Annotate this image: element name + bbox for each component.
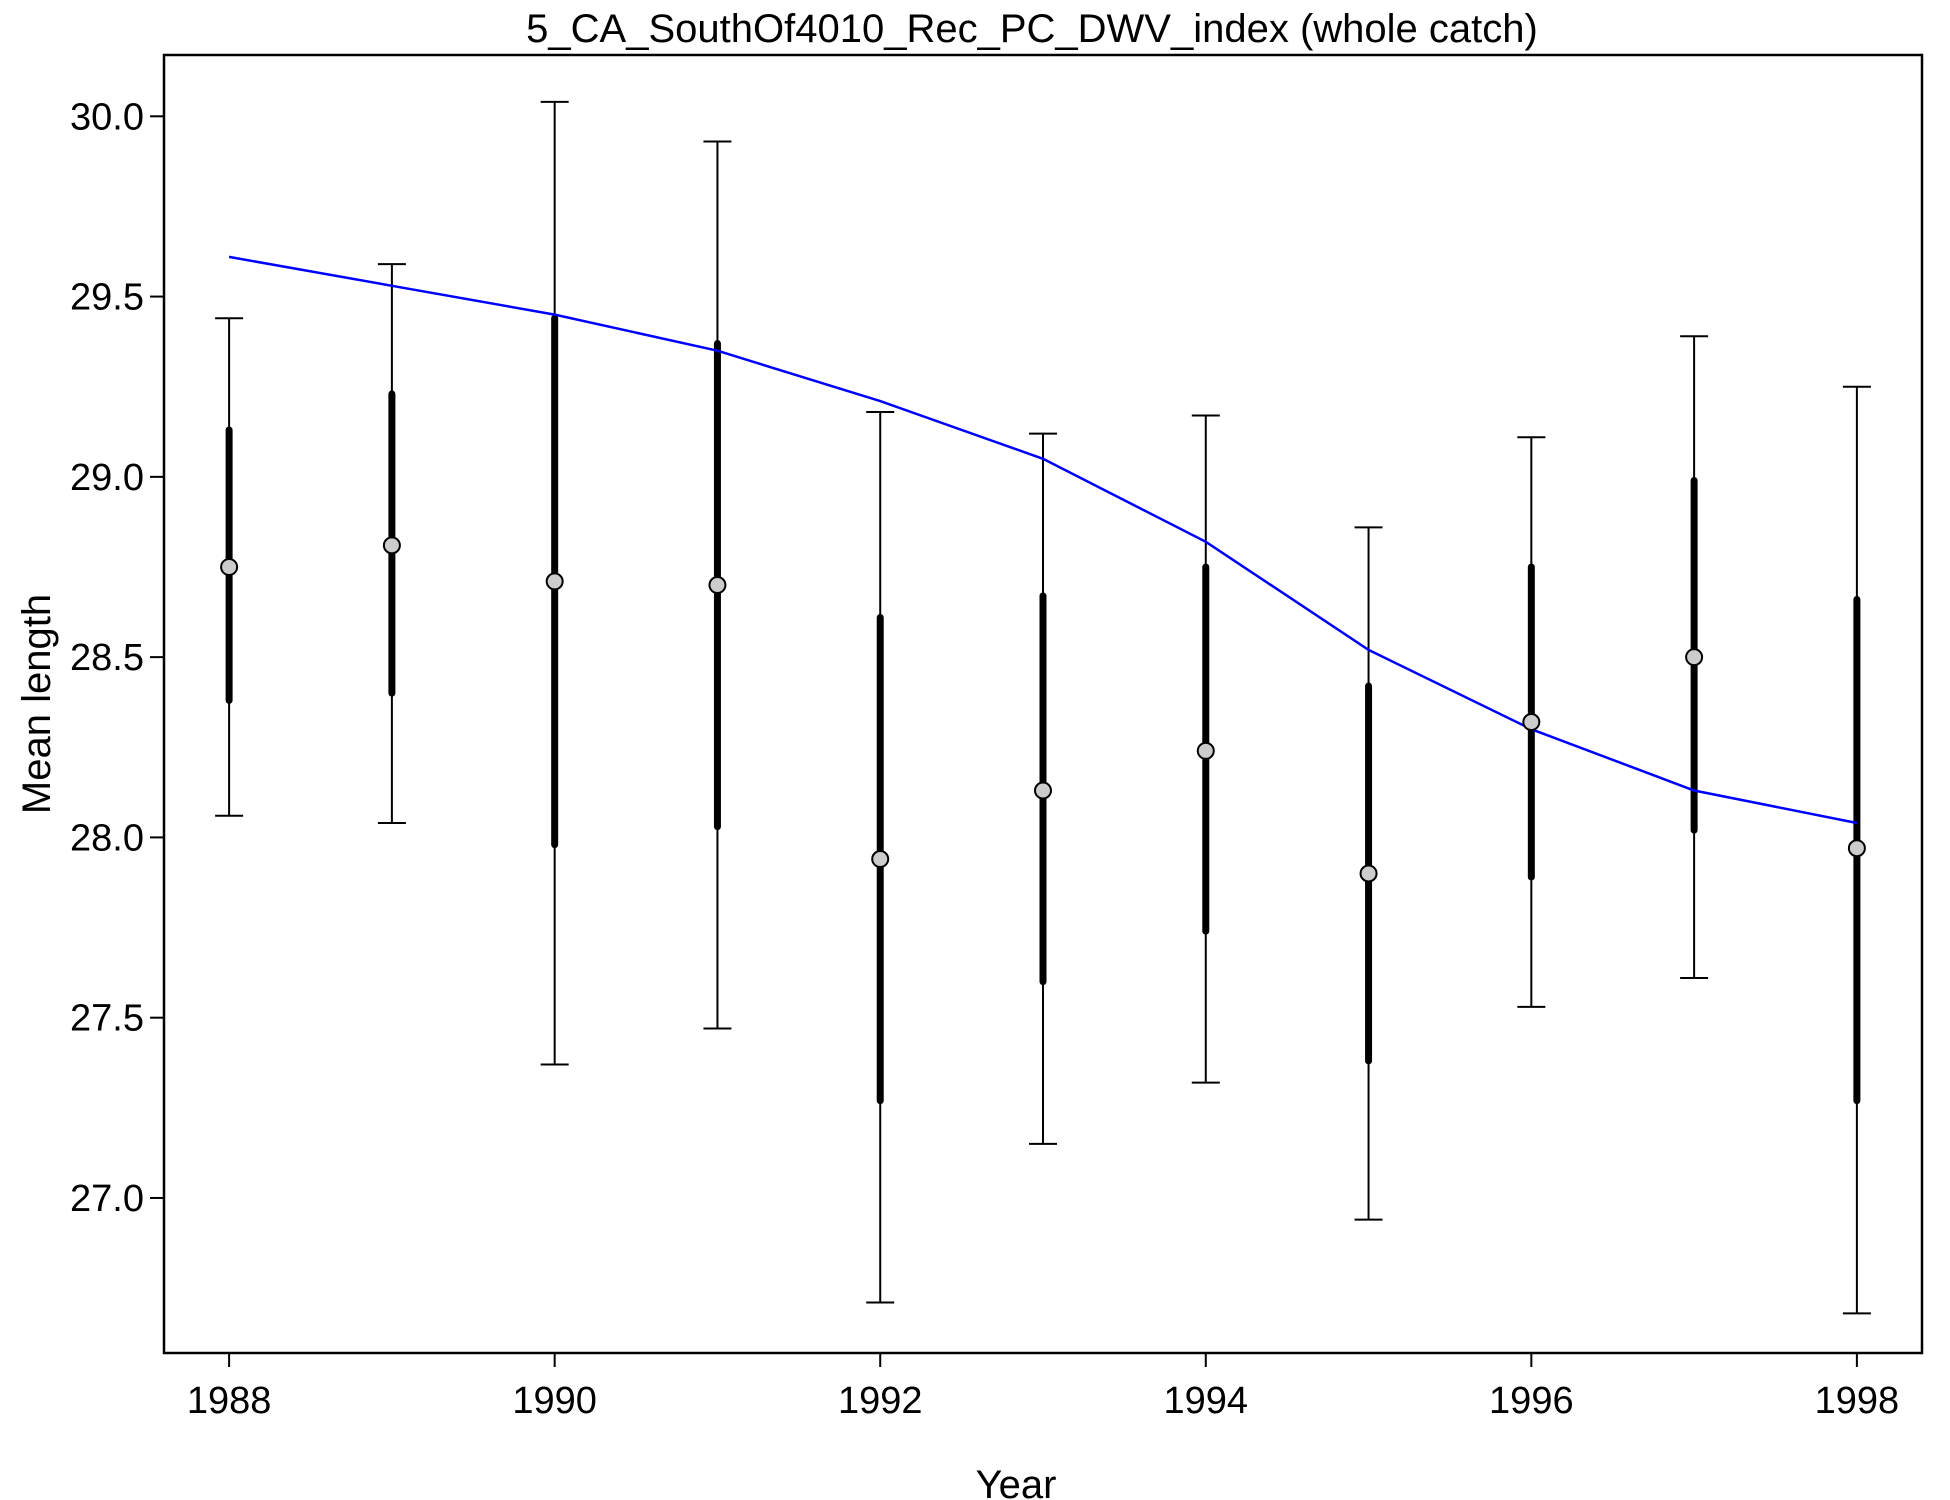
- observed-points: [220, 536, 1866, 883]
- x-tick-label: 1988: [187, 1380, 272, 1422]
- x-tick-label: 1996: [1489, 1380, 1574, 1422]
- y-tick-label: 28.5: [70, 637, 144, 679]
- y-tick-label: 29.5: [70, 277, 144, 319]
- observed-point: [1359, 864, 1378, 883]
- y-tick-label: 27.0: [70, 1178, 144, 1220]
- y-tick-label: 27.5: [70, 998, 144, 1040]
- expected-line: [228, 255, 1858, 825]
- chart-title: 5_CA_SouthOf4010_Rec_PC_DWV_index (whole…: [526, 7, 1538, 51]
- x-tick-label: 1994: [1164, 1380, 1249, 1422]
- x-tick-label: 1998: [1815, 1380, 1900, 1422]
- x-tick-label: 1992: [838, 1380, 923, 1422]
- x-tick-label: 1990: [512, 1380, 597, 1422]
- observed-point: [1522, 713, 1541, 732]
- y-tick-label: 30.0: [70, 96, 144, 138]
- observed-point: [1685, 648, 1704, 667]
- observed-point: [545, 572, 564, 591]
- x-axis-title: Year: [976, 1463, 1057, 1500]
- y-axis: 27.0 27.5 28.0 28.5 29.0 29.5 30.0: [70, 96, 164, 1220]
- expected-series: [228, 255, 1858, 825]
- observed-point: [708, 576, 727, 595]
- x-axis: 1988 1990 1992 1994 1996 1998: [187, 1353, 1899, 1422]
- observed-point: [1034, 781, 1052, 800]
- observed-point: [382, 536, 401, 555]
- observed-point: [1847, 839, 1866, 858]
- observed-point: [220, 557, 239, 576]
- y-tick-label: 29.0: [70, 457, 144, 499]
- plot-frame: [162, 53, 1924, 1355]
- y-tick-label: 28.0: [70, 817, 144, 859]
- observed-point: [871, 850, 890, 869]
- y-axis-title: Mean length: [15, 594, 59, 814]
- observed-point: [1196, 741, 1215, 760]
